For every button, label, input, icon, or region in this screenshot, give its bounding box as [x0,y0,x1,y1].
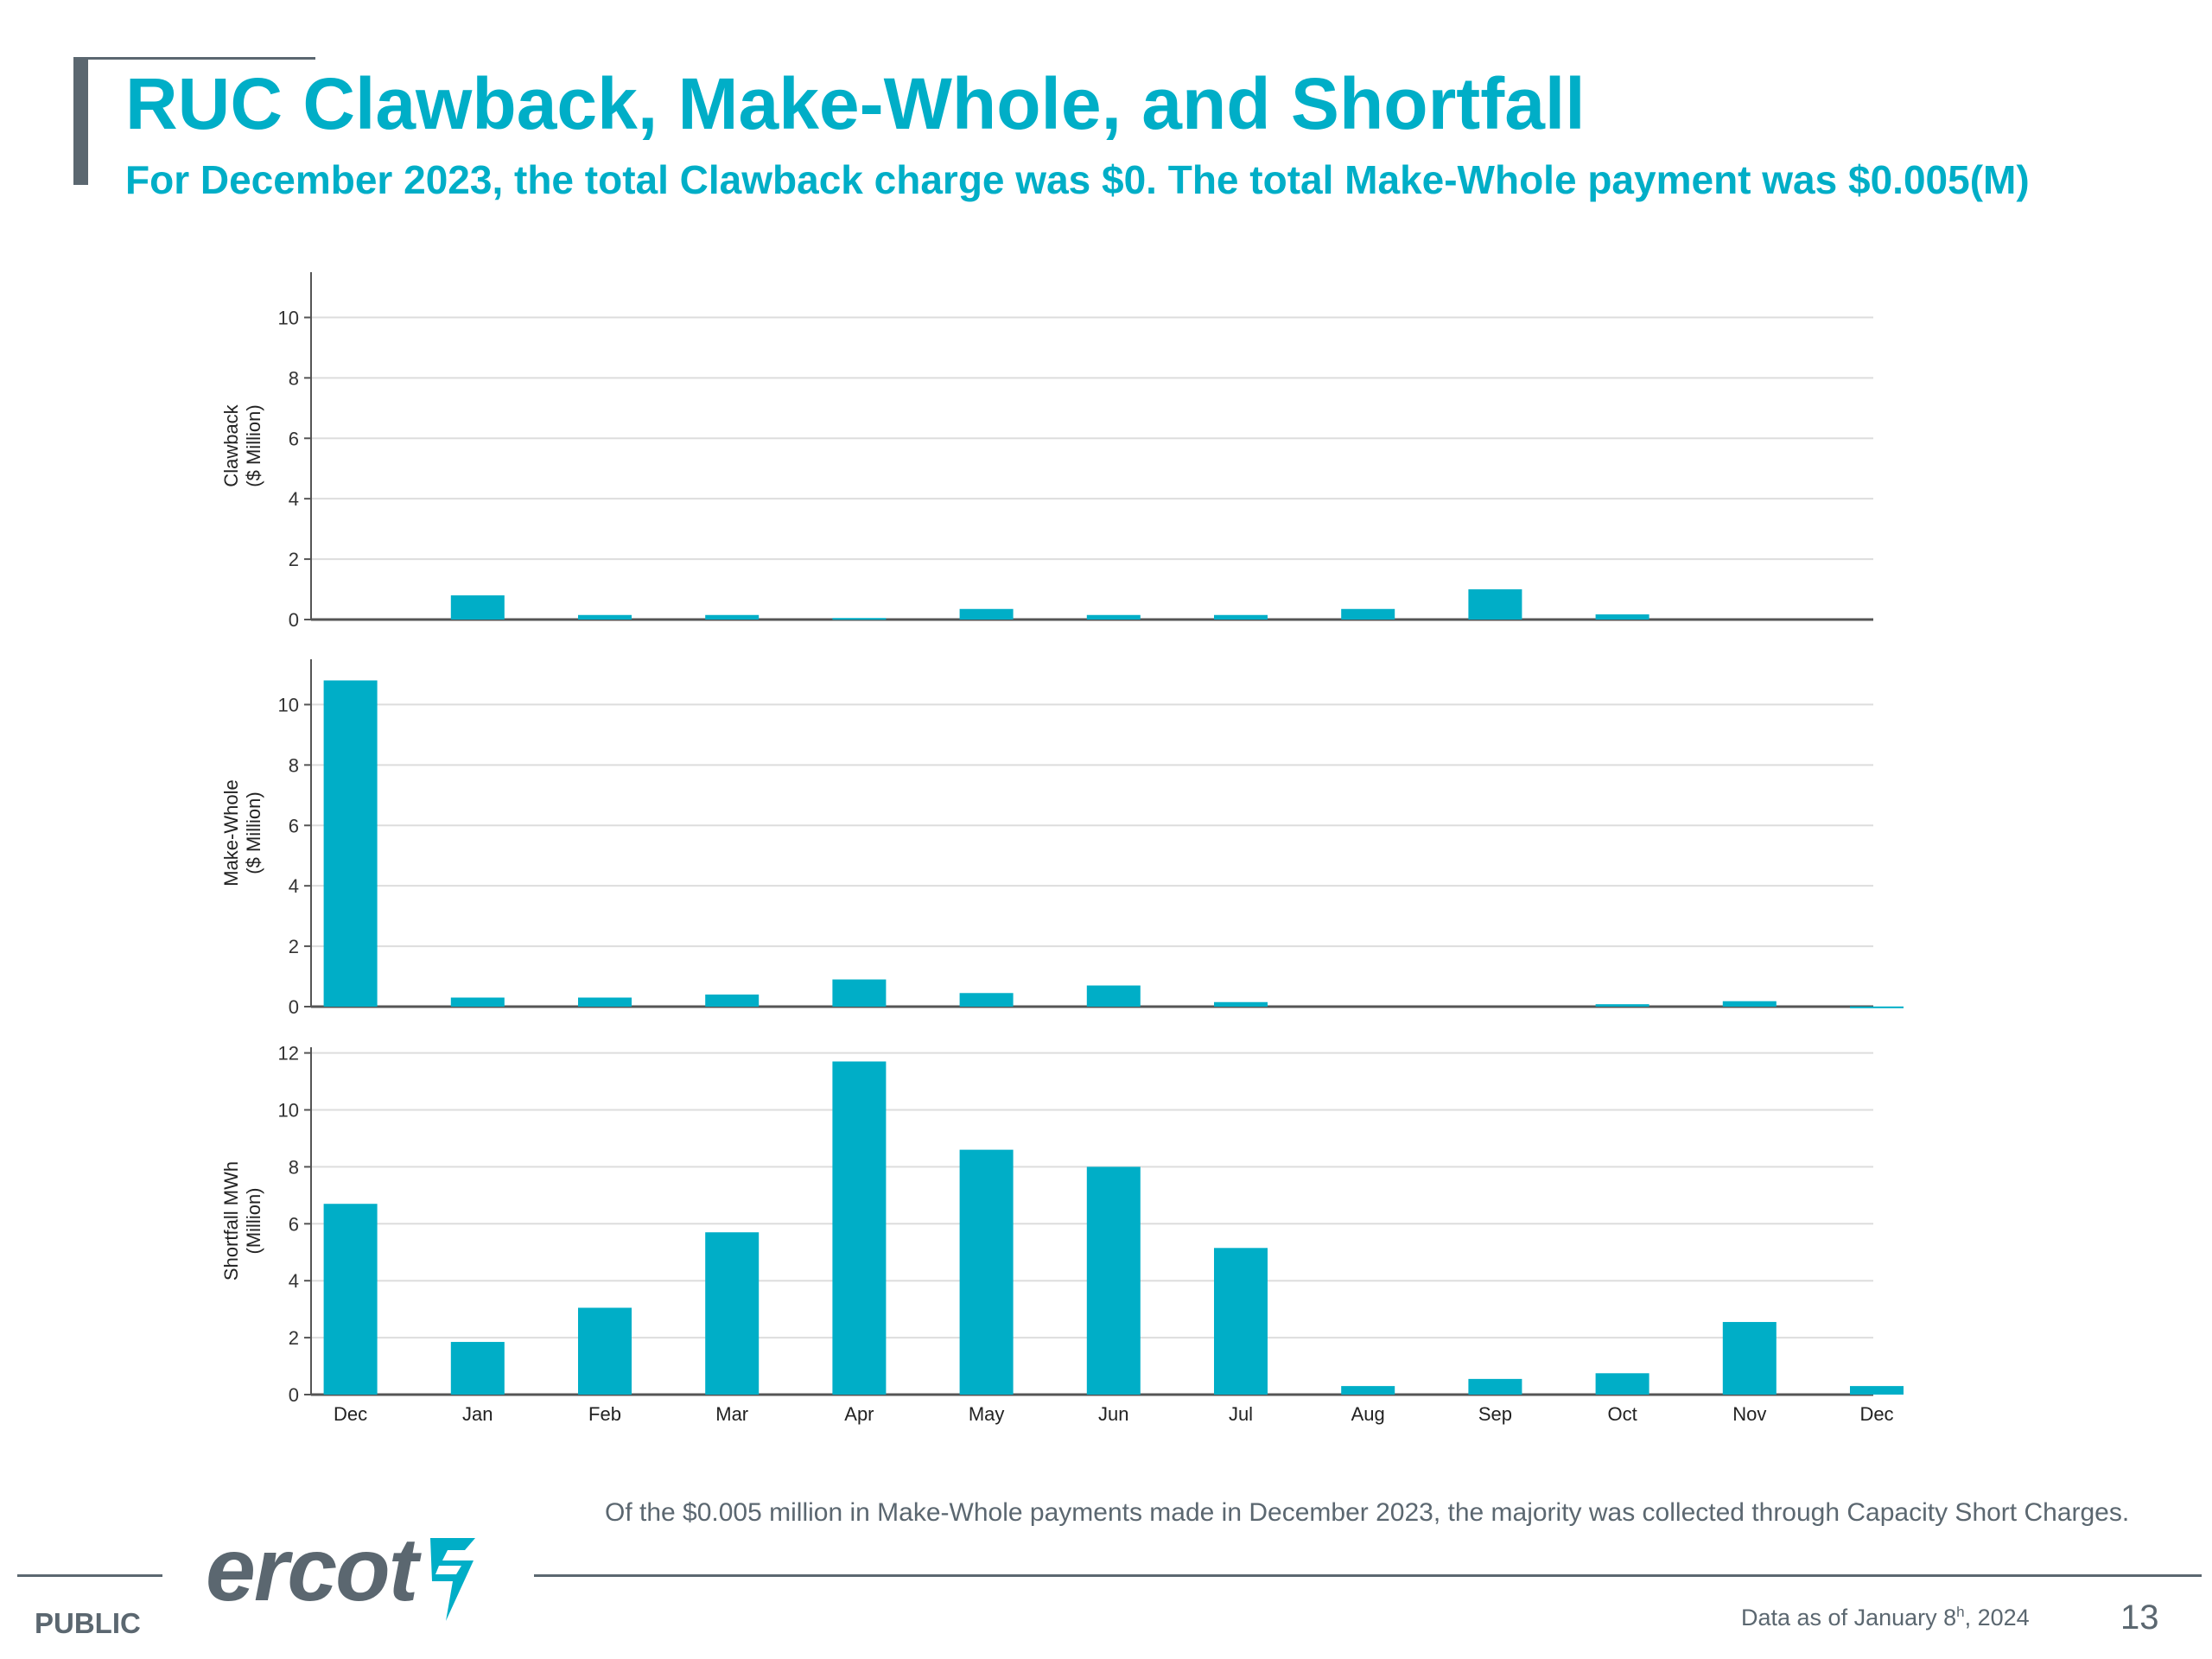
bar [959,993,1014,1007]
bar [1595,1004,1649,1007]
bar [959,608,1014,620]
bar [1595,614,1649,620]
title-accent-top [73,57,315,60]
x-tick-label: Dec [334,1403,367,1425]
bar [832,1061,887,1395]
x-tick-label: Jun [1098,1403,1128,1425]
y-axis-label: Shortfall MWh [220,1161,242,1281]
x-tick-label: Oct [1607,1403,1637,1425]
data-as-of-sup: h [1956,1604,1965,1620]
y-tick-label: 10 [278,307,299,328]
y-tick-label: 2 [289,549,299,570]
x-tick-label: Nov [1732,1403,1766,1425]
y-axis-label: Make-Whole [220,779,242,886]
y-tick-label: 0 [289,1384,299,1406]
y-tick-label: 0 [289,609,299,631]
bar [1468,589,1522,620]
y-tick-label: 2 [289,936,299,957]
title-accent-bar [73,57,88,185]
x-tick-label: May [969,1403,1005,1425]
page-title: RUC Clawback, Make-Whole, and Shortfall [125,63,1586,144]
y-tick-label: 4 [289,1270,299,1292]
bar [323,1204,378,1395]
y-tick-label: 6 [289,428,299,449]
bar [1850,1006,1904,1008]
bar [1086,614,1141,620]
bar [1086,1166,1141,1395]
y-tick-label: 8 [289,754,299,776]
y-axis-label: Clawback [220,404,242,486]
y-tick-label: 4 [289,875,299,897]
x-tick-label: Mar [715,1403,748,1425]
bar [1214,1001,1268,1007]
x-tick-label: Aug [1351,1403,1385,1425]
x-tick-label: Apr [844,1403,874,1425]
x-tick-label: Dec [1859,1403,1893,1425]
bar [1341,1386,1395,1395]
y-axis-label: (Million) [243,1188,264,1255]
public-label: PUBLIC [35,1607,141,1639]
x-tick-label: Feb [588,1403,621,1425]
bar [1214,614,1268,620]
bar [1086,985,1141,1007]
y-tick-label: 6 [289,1213,299,1235]
y-tick-label: 4 [289,488,299,510]
footer-divider-right [534,1574,2202,1577]
bar [1468,1378,1522,1395]
bar [1214,1248,1268,1395]
footer-divider-left [17,1574,162,1577]
data-as-of-year: , 2024 [1964,1605,2030,1630]
bar [1595,1373,1649,1395]
x-tick-label: Sep [1478,1403,1512,1425]
bar [705,1232,760,1395]
y-tick-label: 8 [289,1156,299,1178]
x-tick-label: Jan [462,1403,493,1425]
bar [1341,608,1395,620]
y-tick-label: 10 [278,1099,299,1121]
page-number: 13 [2120,1599,2159,1637]
chart-note: Of the $0.005 million in Make-Whole paym… [605,1498,2130,1527]
y-axis-label: ($ Million) [243,404,264,486]
y-tick-label: 8 [289,367,299,389]
bar [450,595,505,620]
y-axis-label: ($ Million) [243,791,264,874]
y-tick-label: 10 [278,694,299,715]
bar [705,614,760,620]
ercot-logo: ercot [206,1522,499,1626]
bar [578,1307,632,1395]
bar [705,995,760,1007]
y-tick-label: 6 [289,815,299,836]
data-as-of-text: Data as of January 8 [1741,1605,1957,1630]
y-tick-label: 0 [289,996,299,1018]
logo-bolt-icon [430,1538,475,1621]
y-tick-label: 12 [278,1043,299,1065]
bar [1722,1321,1777,1395]
data-as-of: Data as of January 8h, 2024 [1741,1604,2030,1631]
bar [450,997,505,1007]
bar [578,997,632,1007]
bar [578,614,632,620]
bar [450,1342,505,1395]
bar [832,979,887,1007]
page-subtitle: For December 2023, the total Clawback ch… [125,157,2030,202]
logo-wordmark: ercot [206,1520,418,1620]
bar [832,618,887,620]
bar [323,680,378,1007]
y-tick-label: 2 [289,1327,299,1349]
bar [959,1149,1014,1395]
bar [1850,1386,1904,1395]
bar [1722,1001,1777,1007]
x-tick-label: Jul [1229,1403,1253,1425]
